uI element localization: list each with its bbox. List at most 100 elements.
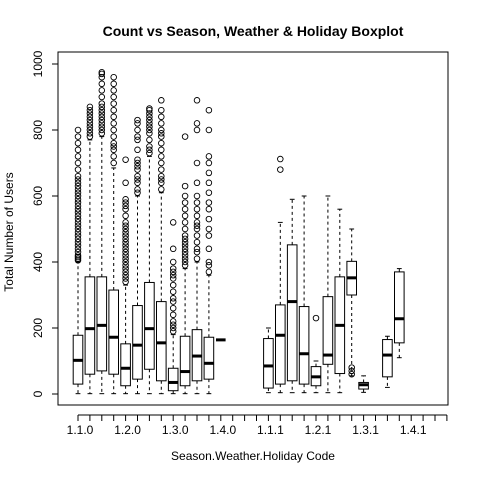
outlier-point [169,271,177,279]
box-iqr [203,336,215,380]
outlier-point [74,172,82,180]
outlier-point [74,126,82,134]
outlier-point [181,212,189,220]
outlier-point [110,87,117,94]
outlier-point [122,156,129,163]
outlier-point [110,80,117,88]
outlier-point [181,235,189,243]
outlier-point [110,146,117,154]
box-group [334,208,346,394]
outlier-point [74,166,82,173]
outlier-point [74,245,82,253]
outlier-point [181,258,189,266]
outlier-point [146,143,153,150]
outlier-point [110,93,117,101]
y-tick-label: 1000 [31,50,45,77]
outlier-point [193,255,201,262]
outlier-point [348,364,355,371]
box-group [120,156,131,395]
box-group [394,268,405,359]
outlier-point [193,222,201,229]
box-group [346,228,357,378]
outlier-point [169,258,177,266]
outlier-point [122,199,129,206]
outlier-point [205,258,213,266]
outlier-point [98,68,106,76]
outlier-point [98,116,106,124]
outlier-point [122,262,129,269]
outlier-point [158,159,165,167]
boxes-layer [72,68,405,395]
outlier-point [134,133,141,140]
outlier-point [134,156,141,163]
outlier-point [205,153,213,160]
box-iqr [275,304,286,385]
outlier-point [86,103,94,111]
outlier-point [98,73,106,81]
outlier-point [158,113,165,121]
outlier-point [158,106,165,114]
outlier-point [110,133,117,140]
y-tick-label: 800 [31,120,45,140]
outlier-point [193,245,201,253]
outlier-point [134,172,141,180]
outlier-point [74,219,82,226]
outlier-point [205,159,213,167]
outlier-point [169,295,177,302]
outlier-point [74,238,82,246]
outlier-point [74,189,82,196]
outlier-point [110,100,117,107]
outlier-point [169,265,177,272]
outlier-point [348,367,355,375]
outlier-point [158,133,165,140]
outlier-point [169,298,177,305]
box-iqr [144,281,155,370]
outlier-point [110,113,117,121]
outlier-point [74,215,82,223]
outlier-point [205,179,213,187]
box-group [179,133,191,395]
box-iqr [84,276,96,375]
outlier-point [98,93,106,101]
outlier-point [193,199,201,206]
outlier-point [193,248,201,256]
outlier-point [86,113,94,121]
outlier-point [169,311,177,319]
outlier-point [205,232,213,239]
box-iqr [179,335,191,387]
outlier-point [146,105,153,112]
outlier-point [146,149,153,157]
outlier-point [277,166,284,173]
outlier-point [74,186,82,193]
outlier-point [86,130,94,137]
x-tick-label: 1.1.1 [257,423,284,437]
box-group [191,97,203,395]
outlier-point [74,229,82,236]
outlier-point [122,245,129,253]
outlier-point [122,268,129,276]
outlier-point [134,146,141,154]
outlier-point [181,248,189,256]
outlier-point [146,116,153,124]
outlier-point [193,179,201,187]
box-group [167,219,179,395]
outlier-point [86,110,94,117]
outlier-point [158,153,165,160]
outlier-point [193,192,201,200]
box-iqr [156,301,167,382]
outlier-point [146,110,153,117]
outlier-point [205,268,213,276]
outlier-point [181,252,189,259]
outlier-point [86,133,94,140]
outlier-point [110,139,117,147]
outlier-point [74,255,82,262]
outlier-point [181,238,189,246]
outlier-point [74,222,82,229]
outlier-point [98,126,106,134]
outlier-point [110,73,117,81]
outlier-point [122,196,129,203]
outlier-point [98,87,106,94]
outlier-point [74,176,82,183]
axes-layer: 0 200 400 600 800 1000 1.1.0 1.2.0 1.3.0 1.4.0 1.1… [31,50,449,437]
